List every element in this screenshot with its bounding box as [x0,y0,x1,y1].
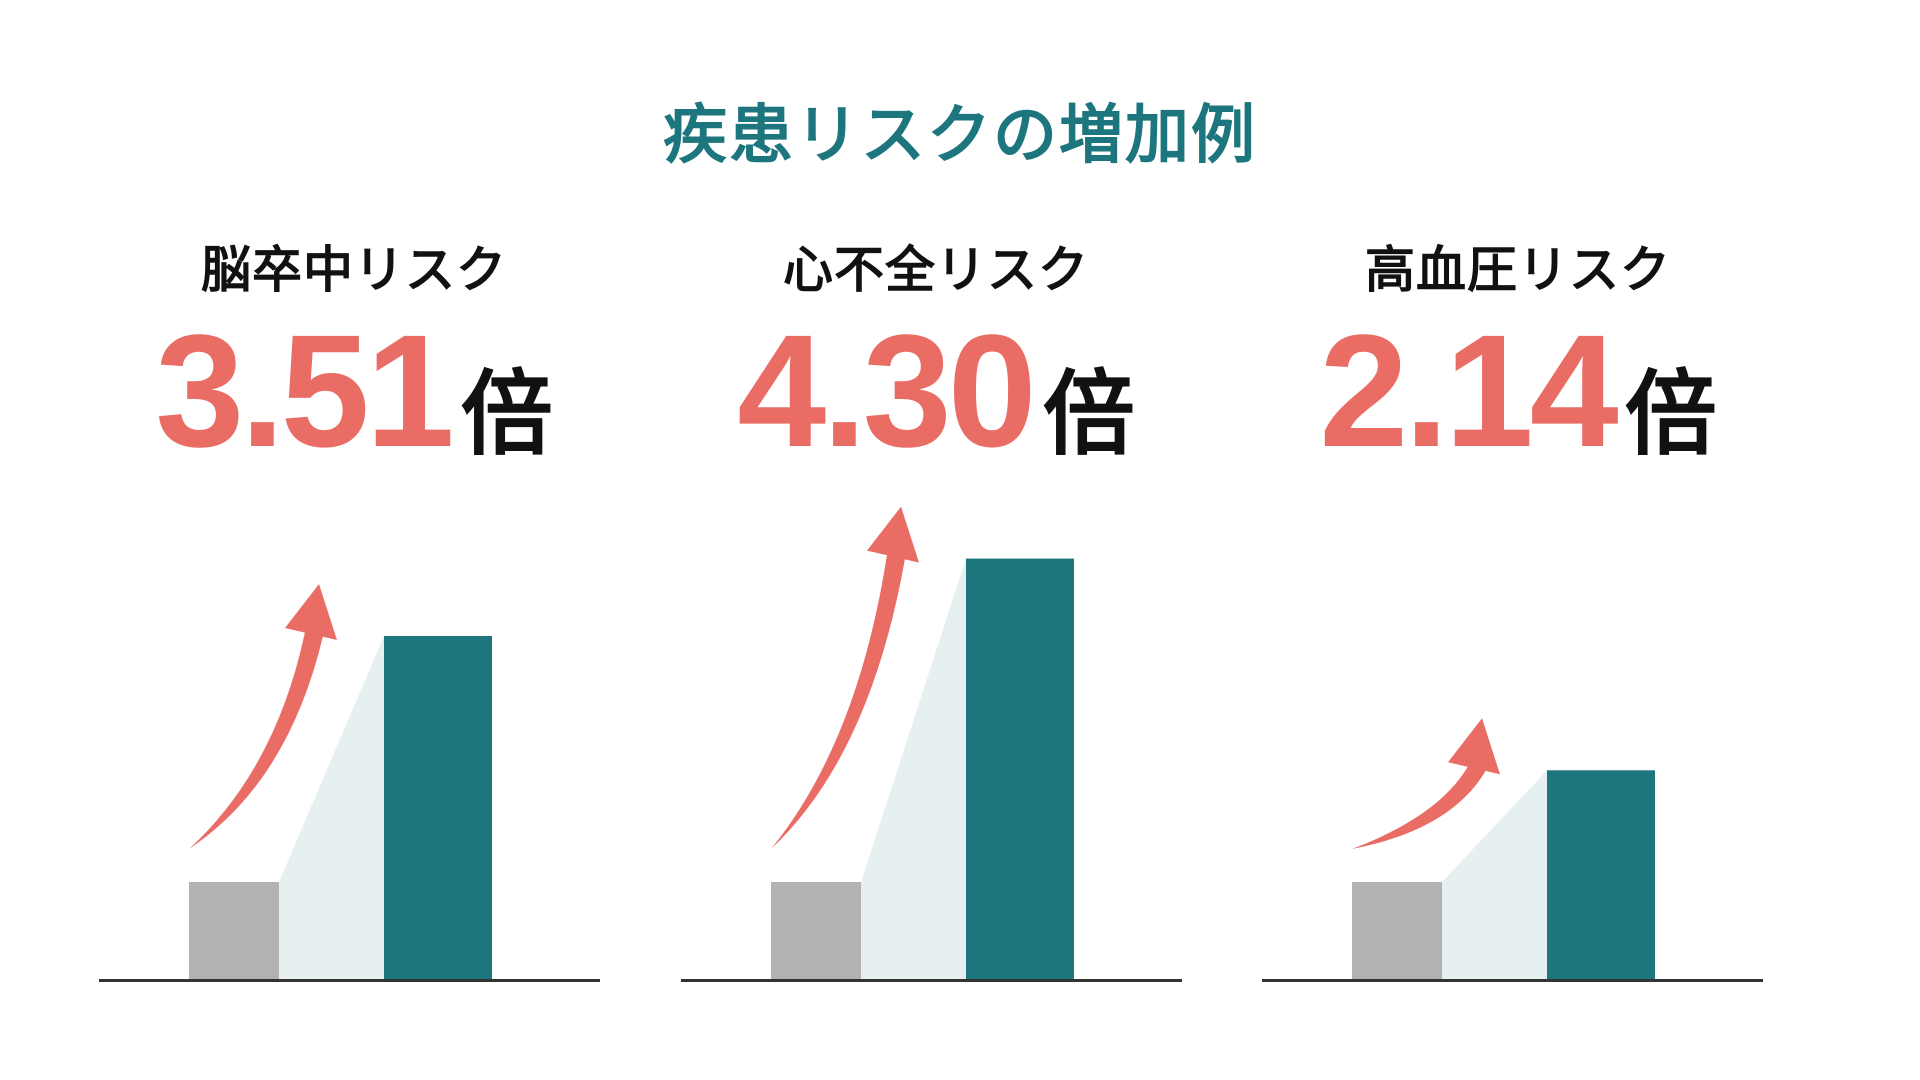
panel-label: 心不全リスク [783,241,1089,299]
hypertension-risk-panel: 高血圧リスク 2.14 倍 [1227,0,1809,1080]
multiplier: 3.51 倍 [63,306,645,476]
trend-arrowhead-icon [867,506,919,563]
multiplier-unit: 倍 [460,361,553,468]
multiplier-value: 2.14 [1319,301,1618,480]
risk-bar [966,558,1074,980]
baseline-bar [1352,882,1442,980]
trend-arrowhead-icon [285,584,337,641]
panel-label: 高血圧リスク [1365,241,1671,299]
multiplier-unit: 倍 [1042,361,1135,468]
multiplier: 2.14 倍 [1227,306,1809,476]
heart-failure-risk-panel: 心不全リスク 4.30 倍 [645,0,1227,1080]
connector-fill [861,558,966,980]
trend-arrow-icon [189,632,323,849]
x-axis-line [1262,979,1763,982]
multiplier-value: 4.30 [737,301,1036,480]
trend-arrow-icon [1352,766,1486,849]
page-title: 疾患リスクの増加例 [663,99,1257,173]
x-axis-line [99,979,600,982]
multiplier-value: 3.51 [155,301,454,480]
multiplier: 4.30 倍 [645,306,1227,476]
risk-bar [1547,770,1655,980]
connector-fill [279,636,384,980]
panel-label: 脳卒中リスク [201,241,507,299]
x-axis-line [681,979,1182,982]
multiplier-unit: 倍 [1624,361,1717,468]
connector-fill [1442,770,1547,980]
baseline-bar [771,882,861,980]
trend-arrow-icon [771,554,905,849]
stroke-risk-panel: 脳卒中リスク 3.51 倍 [63,0,645,1080]
trend-arrowhead-icon [1448,718,1500,775]
risk-bar [384,636,492,980]
baseline-bar [189,882,279,980]
